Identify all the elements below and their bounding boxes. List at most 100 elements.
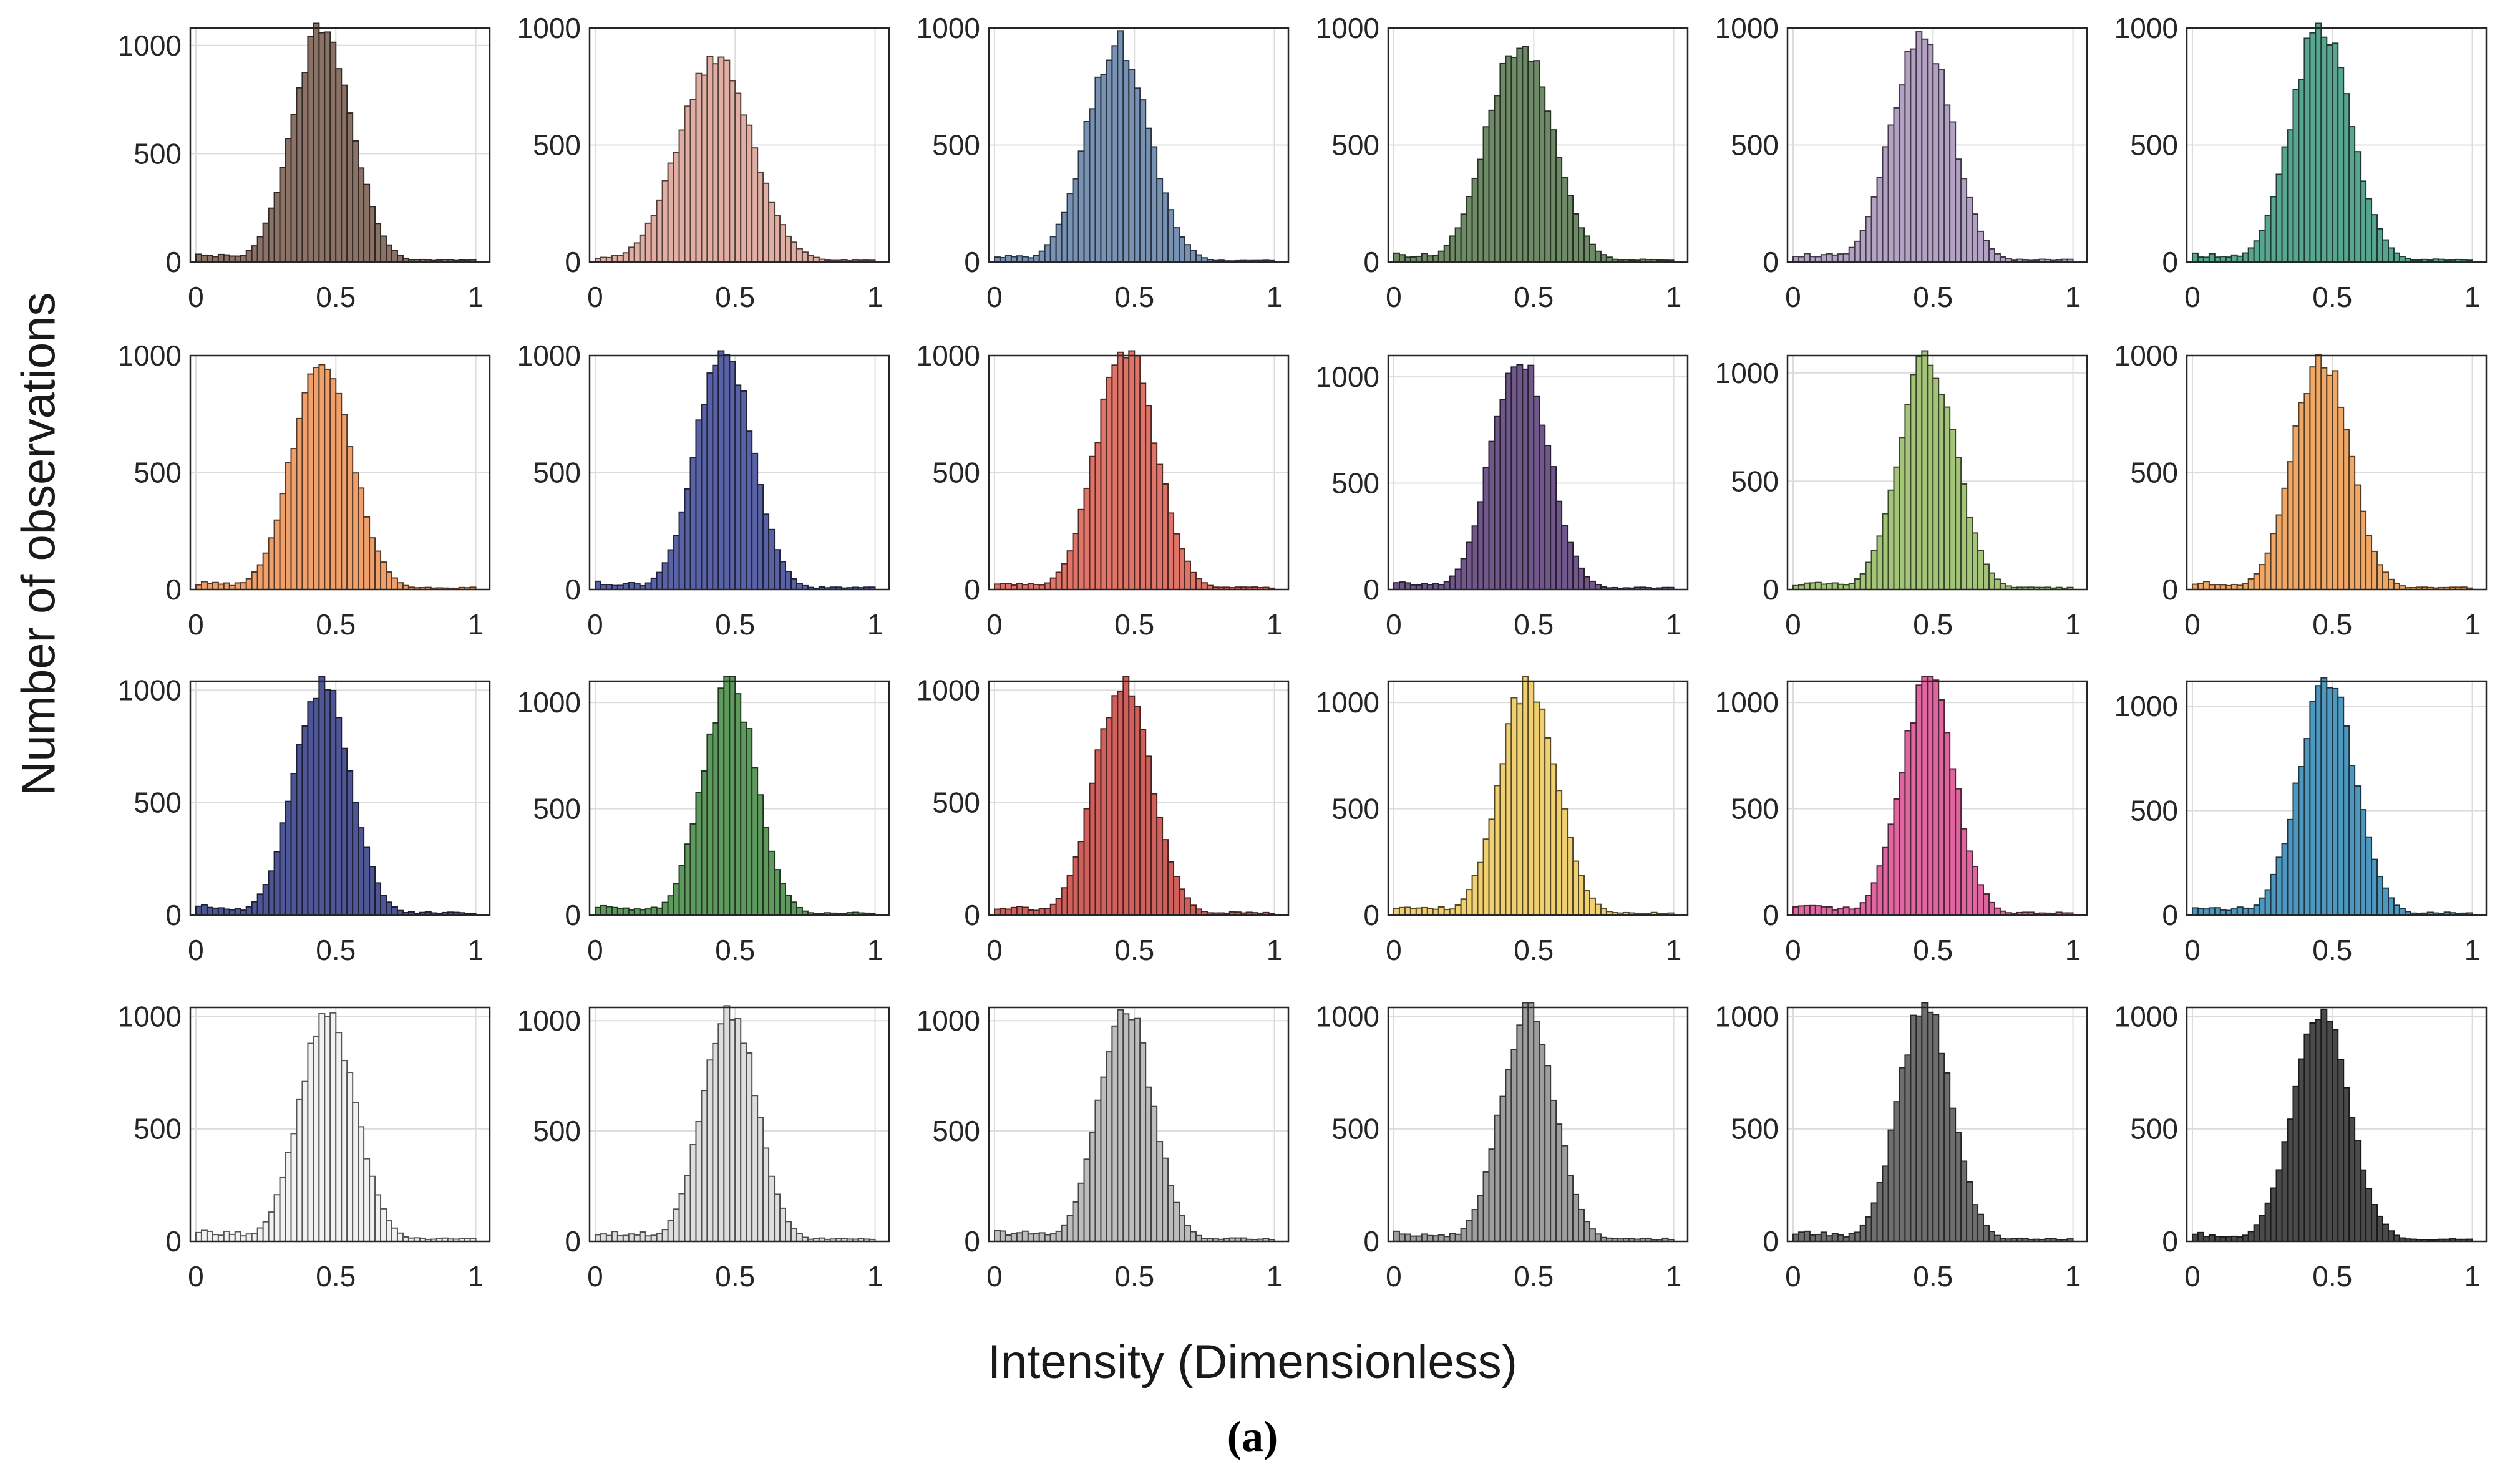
histogram-bar <box>1077 841 1085 916</box>
histogram-bar <box>256 236 264 263</box>
histogram-bar <box>1004 583 1012 590</box>
histogram-bar <box>329 41 337 263</box>
histogram-bar <box>1134 355 1141 591</box>
axes-box <box>988 1006 1290 1243</box>
histogram-bar <box>346 446 354 590</box>
histogram-bar <box>2287 818 2294 916</box>
histogram-bar <box>1184 560 1191 590</box>
histogram-bar <box>1150 793 1158 916</box>
histogram-bar <box>1893 798 1900 916</box>
histogram-bar <box>1854 578 1861 591</box>
histogram-bar <box>1550 763 1557 916</box>
histogram-bar <box>1555 157 1563 263</box>
histogram-bar <box>2371 550 2378 591</box>
histogram-bar <box>1077 508 1085 590</box>
histogram-bar <box>2264 1202 2272 1242</box>
histogram-bar <box>1122 676 1130 916</box>
histogram-bar <box>195 1231 202 1243</box>
histogram-bar <box>2191 907 2199 916</box>
histogram-bar <box>273 851 281 916</box>
histogram-bar <box>2253 904 2260 916</box>
histogram-bar <box>1555 790 1563 916</box>
x-tick-label: 0.5 <box>1114 934 1154 966</box>
histogram-bar <box>1049 1233 1057 1243</box>
histogram-bar <box>729 1019 736 1242</box>
histogram-bar <box>206 583 213 591</box>
histogram-bar <box>335 392 343 590</box>
histogram-bar <box>285 1152 292 1242</box>
histogram-bar <box>206 1230 213 1243</box>
histogram-bar <box>1837 908 1844 916</box>
histogram-bar <box>329 378 337 590</box>
x-tick-label: 1 <box>2464 281 2481 313</box>
y-tick-label: 1000 <box>118 343 182 372</box>
histogram-bar <box>1466 889 1473 916</box>
histogram-bar <box>790 1228 797 1242</box>
x-tick-label: 1 <box>1666 934 1682 966</box>
histogram-bar <box>633 908 641 916</box>
histogram-panel-r2-c5: 0 0.5 1 0 500 1000 <box>1715 350 2088 641</box>
histogram-bar <box>2281 1141 2289 1242</box>
histogram-bar <box>1899 84 1906 263</box>
histogram-bar <box>1803 1230 1811 1243</box>
histogram-bar <box>2253 1224 2260 1242</box>
histogram-bar <box>1449 1233 1456 1242</box>
histogram-bar <box>667 549 674 591</box>
histogram-bar <box>374 882 382 916</box>
histogram-bar <box>1550 466 1557 590</box>
histogram-bar <box>2275 514 2283 590</box>
histogram-bar <box>1583 889 1590 916</box>
y-tick-label: 1000 <box>2114 343 2178 372</box>
histogram-bar <box>1960 828 1968 916</box>
x-tick-label: 0.5 <box>715 608 755 641</box>
y-tick-label: 1000 <box>118 1000 182 1032</box>
histogram-bar <box>1122 60 1130 263</box>
x-tick-label: 0.5 <box>1114 608 1154 641</box>
histogram-bar <box>301 1080 309 1242</box>
histogram-bar <box>285 462 292 590</box>
histogram-bar <box>1173 227 1180 263</box>
axes-box <box>1786 27 2088 263</box>
x-tick-label: 1 <box>468 934 484 966</box>
histogram-bar <box>1499 763 1507 916</box>
histogram-bar <box>200 904 208 916</box>
y-tick-label: 500 <box>1331 129 1379 162</box>
histogram-bar <box>1184 1225 1191 1242</box>
histogram-bar <box>734 1018 742 1242</box>
histogram-bar <box>1831 582 1839 591</box>
histogram-bars <box>1393 46 1675 263</box>
histogram-bar <box>1066 550 1074 591</box>
histogram-bar <box>746 728 753 916</box>
y-tick-label: 1000 <box>917 1004 980 1037</box>
histogram-bar <box>1988 248 1995 263</box>
histogram-bar <box>1094 442 1102 590</box>
x-tick-label: 1 <box>867 281 883 313</box>
histogram-bar <box>234 255 241 263</box>
y-tick-label: 0 <box>165 1225 182 1258</box>
y-tick-label: 1000 <box>1316 686 1379 719</box>
histogram-bar <box>1482 126 1490 263</box>
histogram-bar <box>2376 564 2384 590</box>
histogram-bar <box>2275 173 2283 263</box>
histogram-bar <box>1870 882 1878 916</box>
histogram-bar <box>240 582 247 590</box>
x-tick-label: 0 <box>1386 608 1402 641</box>
histogram-bar <box>212 256 219 263</box>
histogram-bar <box>999 1230 1006 1243</box>
y-tick-label: 1000 <box>517 16 581 44</box>
histogram-bar <box>1426 908 1434 916</box>
histogram-bar <box>251 901 258 916</box>
histogram-bar <box>1792 1233 1799 1242</box>
histogram-bar <box>240 1235 247 1243</box>
histogram-bar <box>346 770 354 916</box>
histogram-bar <box>307 36 314 263</box>
x-tick-label: 1 <box>2065 1260 2081 1292</box>
histogram-bar <box>2343 725 2350 916</box>
histogram-bar <box>1488 1148 1496 1242</box>
histogram-bar <box>1010 906 1018 916</box>
histogram-bar <box>1145 405 1152 590</box>
histogram-bar <box>1432 908 1439 916</box>
histogram-bar <box>1854 1231 1861 1242</box>
histogram-bar <box>268 537 275 590</box>
